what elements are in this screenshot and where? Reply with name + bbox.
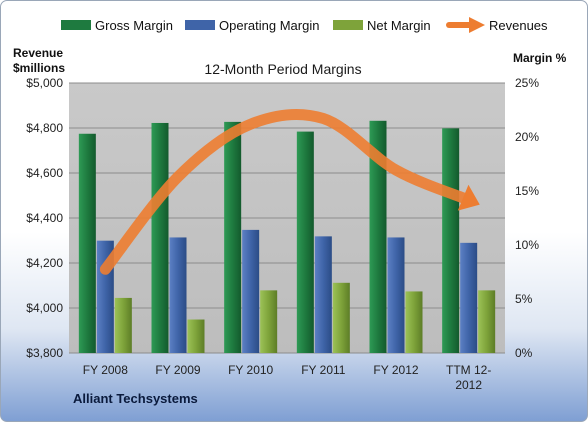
bar-net-margin [478,290,496,353]
bar-operating-margin [460,242,478,353]
x-tick-label: FY 2009 [155,363,200,377]
right-tick-label: 20% [515,130,539,144]
left-tick-label: $4,600 [26,166,63,180]
legend-label-net-margin: Net Margin [367,18,431,33]
grid-lines [69,82,505,354]
company-name: Alliant Techsystems [73,391,198,406]
revenue-arrowhead [457,184,480,211]
bar-operating-margin [387,237,405,353]
right-tick-label: 10% [515,238,539,252]
bar-operating-margin [169,237,187,353]
x-tick-label: FY 2010 [228,363,273,377]
x-tick-label: 2012 [455,378,482,392]
bar-net-margin [114,297,132,353]
x-tick-label: TTM 12- [446,363,491,377]
left-tick-label: $4,200 [26,256,63,270]
legend-label-gross-margin: Gross Margin [95,18,173,33]
bar-gross-margin [296,131,314,353]
right-tick-label: 15% [515,184,539,198]
bar-gross-margin [442,128,460,353]
right-axis-title: Margin % [513,51,567,65]
left-axis-ticks: $3,800 $4,000 $4,200 $4,400 $4,600 $4,800 $5,0… [26,76,63,360]
bar-net-margin [405,291,423,353]
right-tick-label: 5% [515,292,533,306]
bar-operating-margin [314,236,332,353]
right-axis-ticks: 0% 5% 10% 15% 20% 25% [515,76,539,360]
legend-label-operating-margin: Operating Margin [219,18,319,33]
right-tick-label: 25% [515,76,539,90]
bar-gross-margin [78,133,96,353]
left-axis-title-line-1: Revenue [13,46,63,60]
legend-swatch-operating-margin [185,20,215,30]
x-tick-label: FY 2008 [83,363,128,377]
bar-net-margin [332,282,350,353]
chart-title: 12-Month Period Margins [204,61,361,77]
right-tick-label: 0% [515,346,533,360]
bar-gross-margin [369,120,387,353]
x-axis-ticks: FY 2008 FY 2009 FY 2010 FY 2011 FY 2012 TTM 1… [83,363,492,392]
left-tick-label: $4,400 [26,211,63,225]
left-axis-title-line-2: $millions [13,61,65,75]
left-tick-label: $5,000 [26,76,63,90]
bar-gross-margin [151,122,169,354]
bar-operating-margin [242,229,260,353]
legend: Gross Margin Operating Margin Net Margin… [61,17,548,33]
bar-gross-margin [224,121,242,353]
left-tick-label: $4,800 [26,121,63,135]
left-tick-label: $4,000 [26,301,63,315]
x-tick-label: FY 2011 [301,363,346,377]
legend-swatch-gross-margin [61,20,91,30]
legend-swatch-net-margin [333,20,363,30]
x-tick-label: FY 2012 [373,363,418,377]
revenue-line [99,108,480,275]
left-tick-label: $3,800 [26,346,63,360]
revenue-line-path [99,108,475,275]
legend-arrow-revenues-icon [446,17,485,33]
legend-label-revenues: Revenues [489,18,548,33]
bar-net-margin [187,319,205,353]
bar-net-margin [260,290,278,353]
